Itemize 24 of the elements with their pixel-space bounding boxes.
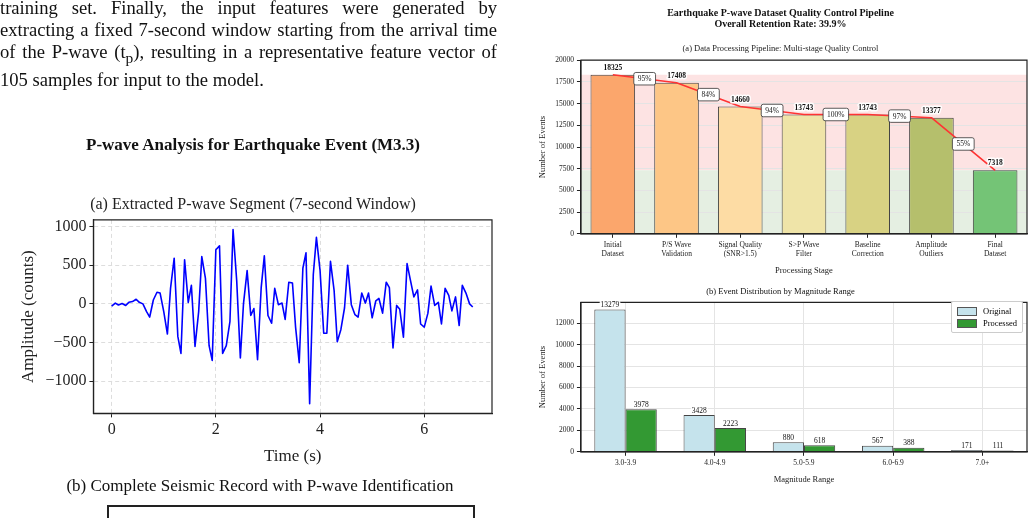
y-tick-label: −500: [53, 332, 87, 350]
x-tick-label: 6: [420, 420, 429, 438]
y-tick-label: 500: [62, 255, 87, 273]
legend-label: Processed: [983, 318, 1017, 328]
chart-title: P-wave Analysis for Earthquake Event (M3.3): [85, 134, 421, 154]
chart-subtitle: (a) Data Processing Pipeline: Multi-stage Quality Control: [682, 43, 880, 54]
text: (b) Complete Seismic Record with P-wave Identification: [65, 476, 455, 496]
y-tick-label: 1000: [54, 216, 87, 234]
y-tick-label: −1000: [45, 371, 87, 389]
text: training set. Finally, the input features were generated by extracting a fixed 7-second window starting from the arrival time of the P-wave (t$_{p}$), resulting in a representative feature vector of 105 samples for input to the model.: [0, 0, 497, 91]
y-axis-title: Number of Events: [537, 345, 548, 409]
x-tick-label: 0: [107, 420, 116, 438]
chart-subtitle: (a) Extracted P-wave Segment (7-second Window): [90, 194, 416, 213]
chart-title: (b) Event Distribution by Magnitude Range: [706, 285, 855, 296]
y-axis-title: Amplitude (counts): [17, 250, 37, 383]
y-tick-label: 0: [78, 294, 87, 312]
x-tick-label: 4: [316, 420, 325, 438]
y-axis-title: Number of Events: [537, 115, 548, 179]
chart-title: Earthquake P-wave Dataset Quality Control Pipeline Overall Retention Rate: 39.9%: [667, 7, 895, 30]
x-axis-title: Magnitude Range: [773, 474, 835, 485]
legend-label: Original: [983, 306, 1012, 316]
x-tick-label: 2: [211, 420, 220, 438]
x-axis-title: Time (s): [263, 446, 322, 466]
x-axis-title: Processing Stage: [775, 265, 834, 276]
